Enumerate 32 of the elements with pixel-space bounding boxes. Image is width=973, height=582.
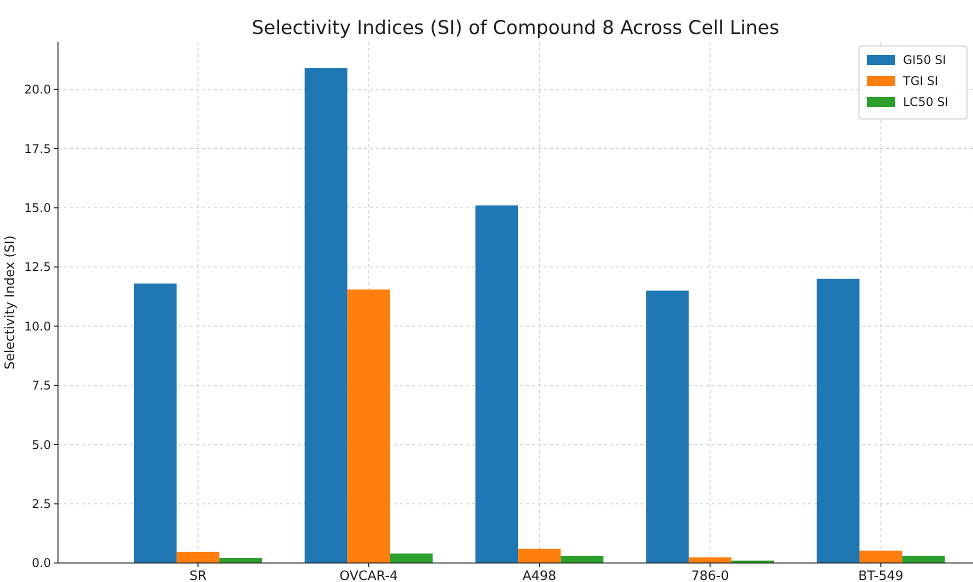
y-tick-label: 5.0 [32, 438, 51, 452]
bar [475, 205, 518, 563]
bar [176, 552, 220, 563]
legend-label: LC50 SI [903, 95, 948, 110]
x-tick-label: SR [189, 569, 207, 582]
y-tick-label: 20.0 [24, 82, 51, 97]
x-tick-label: A498 [522, 569, 556, 582]
chart-title: Selectivity Indices (SI) of Compound 8 Across Cell Lines [252, 17, 780, 39]
y-tick-label: 17.5 [24, 142, 51, 156]
y-tick-label: 12.5 [24, 260, 51, 274]
bar [859, 550, 902, 563]
y-tick-label: 10.0 [24, 319, 51, 334]
bar [518, 548, 561, 563]
bar [902, 556, 945, 563]
bar [646, 290, 689, 563]
y-axis-title: Selectivity Index (SI) [3, 235, 18, 370]
y-tick-label: 7.5 [32, 378, 51, 393]
bar [219, 558, 262, 563]
y-tick-label: 0.0 [32, 556, 51, 570]
y-tick-label: 2.5 [32, 496, 51, 511]
x-tick-label: BT-549 [858, 569, 904, 582]
bar [347, 289, 390, 563]
legend-label: TGI SI [902, 74, 938, 88]
bar [304, 68, 348, 563]
x-tick-label: 786-0 [691, 569, 729, 582]
legend-label: GI50 SI [903, 53, 946, 68]
bar [560, 556, 604, 563]
x-tick-label: OVCAR-4 [340, 569, 398, 582]
bar [816, 278, 860, 563]
bar [390, 554, 433, 563]
y-tick-label: 15.0 [24, 200, 51, 215]
bar [134, 284, 177, 563]
